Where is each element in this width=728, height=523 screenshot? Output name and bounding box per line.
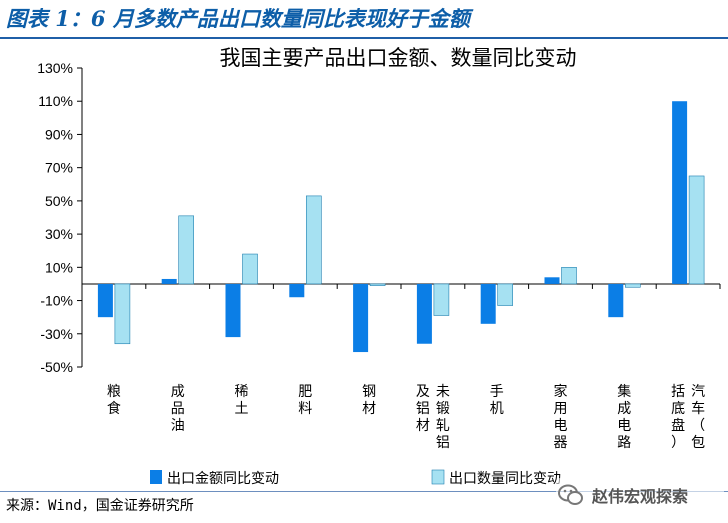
y-tick-label: 50% [45, 193, 73, 209]
x-tick-char: 锻 [436, 401, 450, 417]
x-tick-char: 未 [436, 384, 450, 400]
x-tick-label: 汽车（包 括底盘） [671, 384, 705, 451]
bar-amount [416, 283, 432, 344]
bar-chart: 我国主要产品出口金额、数量同比变动 130% 110% 90% 70% 50% 30% 10… [37, 46, 721, 487]
x-tick-char: 材 [362, 401, 376, 417]
x-tick-char: 食 [107, 400, 121, 417]
title-divider [0, 37, 728, 39]
x-tick-char: 汽 [691, 384, 705, 400]
x-tick-char: 成 [617, 401, 631, 417]
bar-quantity [561, 267, 577, 285]
y-axis: 130% 110% 90% 70% 50% 30% 10% -10% -30% -50% [37, 60, 721, 375]
legend-swatch [431, 469, 445, 485]
bar-quantity [114, 283, 131, 345]
bar-quantity [178, 215, 194, 285]
x-tick-char: 稀 [235, 384, 249, 400]
bar-amount [480, 283, 496, 324]
bar-amount [289, 283, 305, 298]
bar-quantity [369, 283, 386, 286]
watermark-text: 赵伟宏观探索 [592, 487, 689, 506]
bar-amount [608, 283, 624, 318]
x-tick-label: 稀土 [235, 384, 249, 417]
x-tick-char: （ [691, 418, 705, 434]
x-tick-char: 成 [171, 384, 185, 400]
x-tick-char: 肥 [298, 384, 312, 400]
x-tick-char: 土 [235, 401, 249, 417]
bar-quantity [305, 195, 322, 285]
bar-series [97, 101, 705, 353]
y-tick-label: 30% [45, 226, 73, 242]
x-tick-label: 粮食 [107, 384, 121, 417]
legend-label: 出口数量同比变动 [449, 471, 561, 487]
source-note: 来源：Wind，国金证券研究所 [6, 498, 194, 514]
y-tick-label: -50% [40, 359, 73, 375]
bar-amount [225, 283, 241, 338]
x-tick-char: ） [671, 435, 685, 451]
bar-quantity [497, 283, 514, 306]
x-tick-char: 手 [490, 384, 504, 400]
x-tick-char: 集 [617, 383, 631, 400]
y-tick-label: 70% [45, 160, 73, 176]
x-tick-char: 括 [671, 384, 685, 400]
x-tick-char: 包 [691, 435, 705, 451]
x-tick-label: 肥料 [298, 384, 312, 417]
x-tick-char: 用 [554, 401, 568, 417]
x-tick-char: 路 [617, 435, 631, 451]
bar-quantity [688, 175, 705, 285]
bar-quantity [624, 283, 641, 288]
x-tick-char: 料 [298, 401, 312, 417]
x-tick-char: 器 [554, 435, 568, 451]
y-tick-label: 10% [45, 259, 73, 275]
legend-item-quantity: 出口数量同比变动 [431, 469, 561, 487]
x-tick-char: 车 [691, 400, 705, 417]
x-tick-label: 手机 [490, 384, 504, 417]
chart-title: 我国主要产品出口金额、数量同比变动 [220, 46, 577, 70]
y-tick-label: 110% [38, 93, 73, 109]
x-tick-char: 铝 [416, 401, 430, 417]
x-tick-char: 盘 [671, 417, 685, 434]
chart-legend: 出口金额同比变动 出口数量同比变动 [150, 469, 561, 487]
x-tick-char: 机 [490, 401, 504, 417]
x-tick-char: 铝 [436, 435, 450, 451]
x-tick-char: 家 [554, 383, 568, 400]
bar-amount [672, 101, 688, 284]
y-tick-label: 90% [45, 126, 73, 142]
bar-quantity [242, 253, 258, 285]
x-tick-char: 电 [554, 418, 568, 434]
x-tick-label: 成品油 [171, 384, 185, 434]
x-tick-char: 粮 [107, 384, 121, 400]
bar-amount [544, 277, 560, 284]
x-tick-char: 轧 [436, 418, 450, 434]
x-tick-char: 及 [416, 384, 430, 400]
y-tick-label: -30% [40, 326, 73, 342]
x-tick-char: 底 [671, 401, 685, 417]
y-tick-label: -10% [40, 293, 73, 309]
bar-amount [97, 283, 113, 318]
bar-amount [161, 278, 177, 284]
x-tick-char: 油 [171, 418, 185, 434]
x-tick-char: 材 [416, 418, 430, 434]
page-title: 图表 1：6 月多数产品出口数量同比表现好于金额 [6, 6, 470, 31]
x-tick-char: 钢 [362, 384, 376, 400]
x-tick-char: 品 [171, 401, 185, 417]
bar-quantity [433, 283, 450, 316]
footer-divider [0, 491, 728, 492]
legend-label: 出口金额同比变动 [167, 471, 279, 487]
x-tick-label: 钢材 [362, 384, 376, 417]
watermark-badge: 赵伟宏观探索 [556, 478, 724, 512]
bar-amount [353, 283, 369, 353]
y-tick-label: 130% [37, 60, 73, 76]
legend-item-amount: 出口金额同比变动 [150, 470, 279, 487]
x-tick-char: 电 [617, 418, 631, 434]
legend-swatch [150, 470, 162, 484]
wechat-icon [558, 484, 583, 505]
